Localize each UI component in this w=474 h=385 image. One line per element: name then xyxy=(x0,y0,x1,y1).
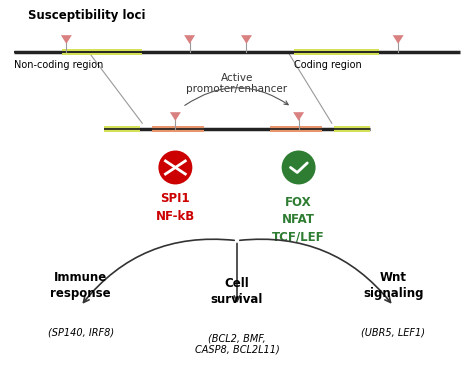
FancyArrowPatch shape xyxy=(185,88,288,105)
Polygon shape xyxy=(61,35,72,44)
Ellipse shape xyxy=(281,149,317,186)
Text: Cell
survival: Cell survival xyxy=(211,277,263,306)
Bar xyxy=(104,126,140,132)
Text: Immune
response: Immune response xyxy=(50,271,111,300)
Text: Coding region: Coding region xyxy=(294,60,362,70)
Bar xyxy=(334,126,370,132)
Text: (SP140, IRF8): (SP140, IRF8) xyxy=(47,327,114,337)
Text: Susceptibility loci: Susceptibility loci xyxy=(28,9,146,22)
Polygon shape xyxy=(184,35,195,44)
Bar xyxy=(152,126,204,132)
Text: Non-coding region: Non-coding region xyxy=(14,60,104,70)
Text: Wnt
signaling: Wnt signaling xyxy=(363,271,424,300)
Text: (BCL2, BMF,
CASP8, BCL2L11): (BCL2, BMF, CASP8, BCL2L11) xyxy=(195,333,279,355)
Polygon shape xyxy=(392,35,404,44)
Text: Active
promoter/enhancer: Active promoter/enhancer xyxy=(186,73,288,94)
Text: SPI1
NF-kB: SPI1 NF-kB xyxy=(156,192,195,223)
Bar xyxy=(62,49,142,55)
Polygon shape xyxy=(293,112,304,121)
Polygon shape xyxy=(241,35,252,44)
Bar xyxy=(270,126,322,132)
Polygon shape xyxy=(170,112,181,121)
Text: (UBR5, LEF1): (UBR5, LEF1) xyxy=(361,327,426,337)
Bar xyxy=(294,49,379,55)
Ellipse shape xyxy=(157,149,193,186)
Text: FOX
NFAT
TCF/LEF: FOX NFAT TCF/LEF xyxy=(272,196,325,243)
